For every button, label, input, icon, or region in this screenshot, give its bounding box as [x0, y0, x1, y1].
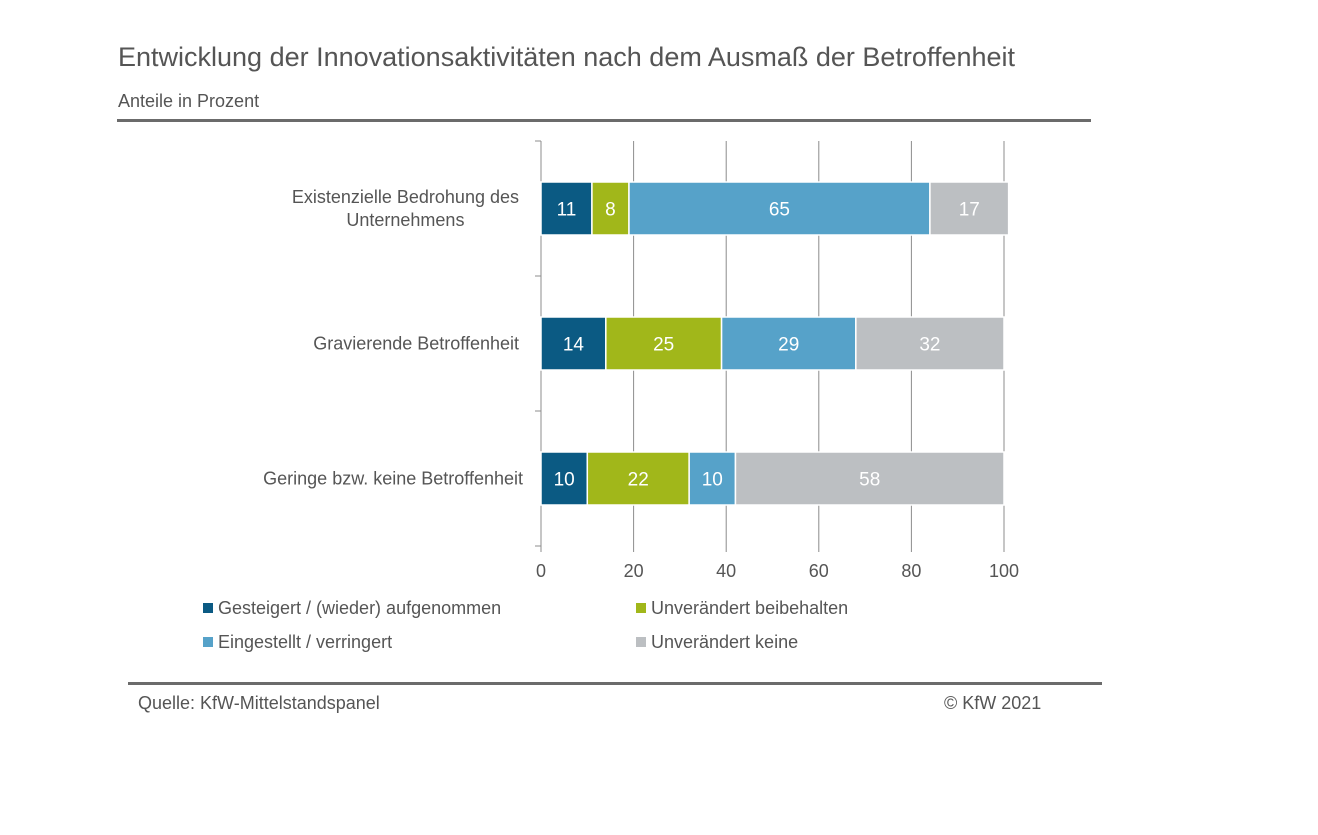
data-label: 25 [653, 335, 674, 356]
data-label: 65 [769, 200, 790, 221]
category-label: Existenzielle Bedrohung des [292, 187, 519, 207]
chart-subtitle: Anteile in Prozent [118, 91, 260, 111]
data-label: 14 [563, 335, 585, 356]
x-tick-label: 0 [536, 561, 546, 581]
copyright-note: © KfW 2021 [944, 693, 1042, 713]
bar-segment [540, 316, 607, 371]
data-label: 17 [959, 200, 980, 221]
bar-segment [688, 451, 737, 506]
data-label: 22 [628, 470, 649, 491]
data-label: 10 [554, 470, 575, 491]
legend-swatch [636, 603, 646, 613]
x-tick-label: 100 [989, 561, 1019, 581]
legend-item: Gesteigert / (wieder) aufgenommen [203, 598, 501, 619]
source-note: Quelle: KfW-Mittelstandspanel [138, 693, 380, 713]
bar-segment [929, 181, 1010, 236]
category-label: Unternehmens [346, 210, 464, 230]
bar-segment [720, 316, 857, 371]
bar-segment [540, 181, 593, 236]
legend-item: Unverändert keine [636, 632, 798, 653]
data-label: 29 [778, 335, 799, 356]
legend-swatch [203, 603, 213, 613]
x-tick-label: 60 [809, 561, 829, 581]
data-label: 58 [859, 470, 880, 491]
bar-segment [591, 181, 630, 236]
legend-label: Unverändert keine [651, 632, 799, 652]
header-divider [117, 119, 1091, 122]
bar-segment [734, 451, 1005, 506]
bar-segment [605, 316, 723, 371]
legend-label: Gesteigert / (wieder) aufgenommen [218, 598, 502, 618]
legend-swatch [636, 637, 646, 647]
x-tick-label: 80 [901, 561, 921, 581]
bar-segment [628, 181, 931, 236]
bar-segment [586, 451, 690, 506]
legend-swatch [203, 637, 213, 647]
data-label: 8 [605, 200, 616, 221]
category-label: Gravierende Betroffenheit [313, 334, 519, 354]
x-tick-label: 40 [716, 561, 736, 581]
legend-item: Eingestellt / verringert [203, 632, 392, 653]
bar-segment [855, 316, 1005, 371]
category-label: Geringe bzw. keine Betroffenheit [263, 469, 523, 489]
legend-label: Eingestellt / verringert [218, 632, 393, 652]
data-label: 32 [919, 335, 940, 356]
data-label: 11 [557, 200, 577, 221]
chart-title: Entwicklung der Innovationsaktivitäten n… [118, 42, 1016, 72]
footer-divider [128, 682, 1102, 685]
data-label: 10 [702, 470, 723, 491]
legend-item: Unverändert beibehalten [636, 598, 848, 619]
legend-label: Unverändert beibehalten [651, 598, 849, 618]
bar-segment [540, 451, 589, 506]
x-tick-label: 20 [624, 561, 644, 581]
